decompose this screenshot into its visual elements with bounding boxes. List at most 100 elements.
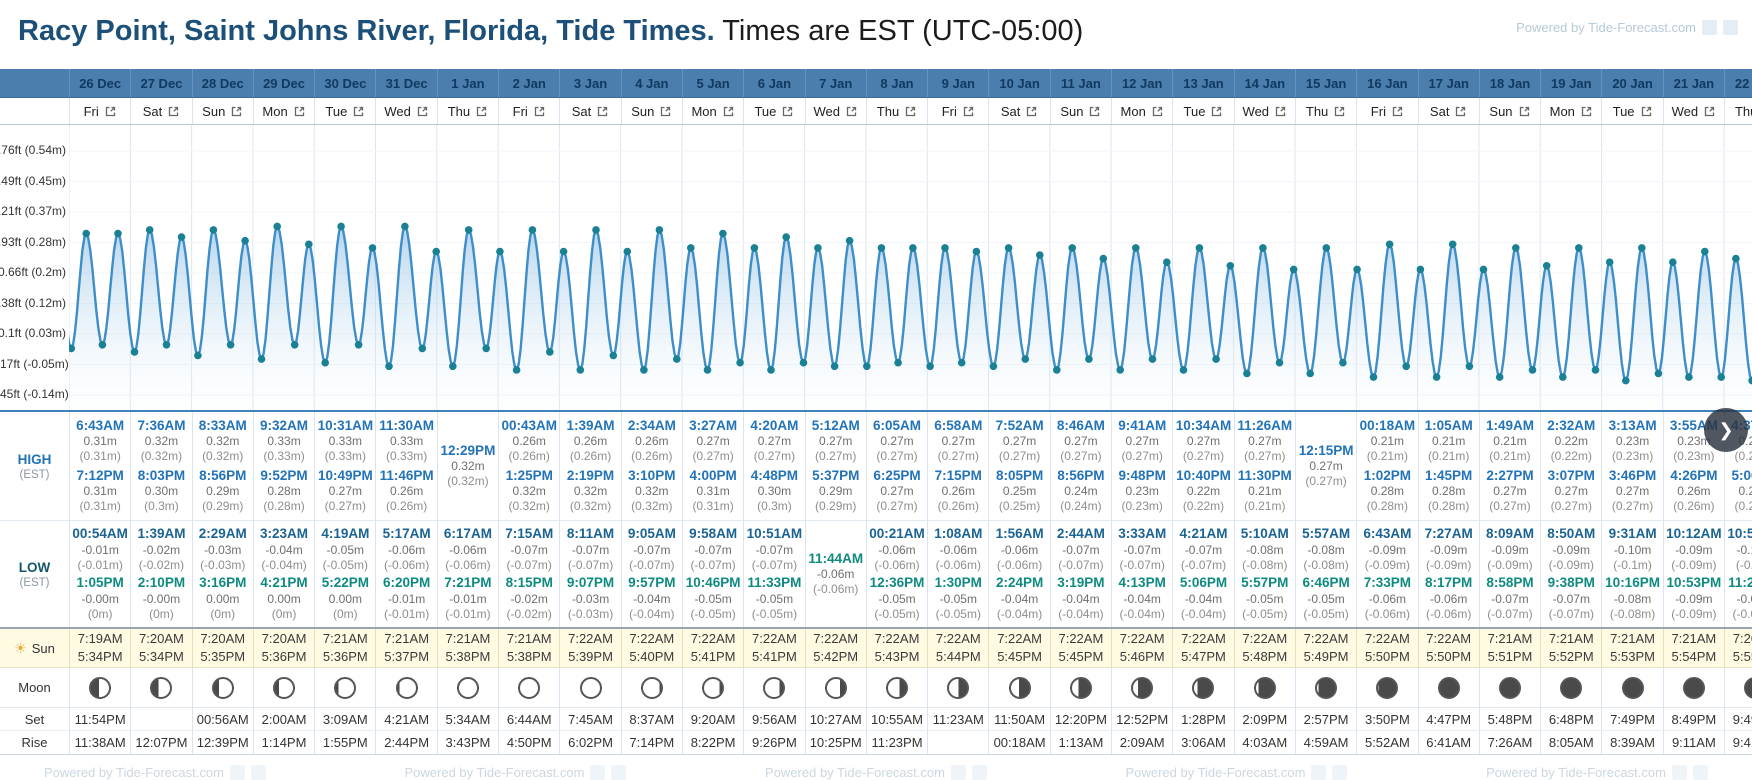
day-cell[interactable]: Wed [1233, 98, 1295, 124]
tide-height-alt: (-0.08m) [1303, 557, 1349, 572]
moonrise-time: 4:50PM [498, 731, 559, 754]
tide-height-alt: (0.27m) [753, 449, 796, 464]
tide-time: 1:39AM [137, 526, 186, 542]
day-cell[interactable]: Sat [1417, 98, 1479, 124]
moon-cell [559, 668, 620, 707]
tide-time: 8:46AM [1056, 417, 1105, 433]
expand-icon [1335, 106, 1345, 116]
day-cell[interactable]: Sat [130, 98, 191, 124]
tide-height-alt: (0.32m) [447, 474, 489, 489]
day-label: Mon [1549, 103, 1575, 119]
tide-time: 4:21PM [260, 575, 308, 591]
moonrise-time: 10:25PM [804, 731, 866, 754]
social-icon[interactable] [1723, 20, 1738, 35]
tide-height-m: 0.32m [451, 459, 485, 474]
low-tide-cell: 3:33AM -0.07m (-0.07m) 4:13PM -0.04m (-0.04m) [1111, 521, 1172, 627]
social-icon[interactable] [590, 764, 606, 780]
sun-cell: 7:21AM 5:54PM [1662, 629, 1724, 667]
day-cell[interactable]: Sat [559, 98, 620, 124]
moonrise-row: Rise 11:38AM 12:07PM 12:39PM 1:14PM 1:55PM 2:… [0, 731, 1752, 755]
day-cell[interactable]: Wed [804, 98, 866, 124]
day-cell[interactable]: Tue [314, 98, 375, 124]
day-cell[interactable]: Thu [865, 98, 927, 124]
tide-height-m: -0.03m [571, 591, 610, 606]
tide-height-alt: (0.27m) [1060, 449, 1102, 464]
sunset-time: 5:48PM [1242, 649, 1288, 664]
low-tide-cell: 10:51AM -0.07m (-0.07m) 11:33PM -0.05m (-0.05… [743, 521, 804, 627]
tide-height-alt: (0.27m) [324, 499, 366, 514]
sunrise-time: 7:21AM [1548, 630, 1594, 646]
tide-entry: 5:06PM0.26m(0.26m) [1725, 468, 1752, 515]
tide-height-alt: (0.22m) [1182, 499, 1225, 514]
social-icon[interactable] [1311, 764, 1327, 780]
day-cell[interactable]: Mon [1540, 98, 1601, 124]
day-cell[interactable]: Tue [743, 98, 804, 124]
sun-cell: 7:22AM 5:49PM [1294, 629, 1356, 667]
day-cell[interactable]: Sun [620, 98, 682, 124]
day-cell[interactable]: Wed [1662, 98, 1724, 124]
social-icon[interactable] [250, 764, 266, 780]
day-cell[interactable]: Thu [436, 98, 498, 124]
tide-height-m: -0.07m [510, 542, 548, 557]
tide-extreme-dot [449, 362, 457, 371]
tide-extreme-dot [145, 226, 154, 234]
moonrise-time: 12:39PM [191, 731, 253, 754]
tide-time: 5:57AM [1302, 526, 1351, 542]
day-cell[interactable]: Tue [1172, 98, 1233, 124]
tide-entry: 8:46AM 0.27m (0.27m) [1051, 418, 1111, 465]
tide-entry: 3:33AM -0.07m (-0.07m) [1112, 526, 1172, 573]
tide-entry: 11:33PM -0.05m (-0.05m) [744, 575, 804, 622]
tide-extreme-dot [1036, 251, 1044, 259]
social-icon[interactable] [1692, 764, 1708, 780]
high-tide-cell: 12:15PM 0.27m (0.27m) [1294, 412, 1356, 520]
day-label: Wed [1671, 103, 1699, 119]
moon-cell [1662, 668, 1724, 707]
day-cell[interactable]: Mon [1111, 98, 1172, 124]
social-icon[interactable] [971, 764, 987, 780]
day-cell[interactable]: Mon [252, 98, 314, 124]
moon-row-gutter: Moon [0, 668, 69, 707]
day-cell[interactable]: Fri [1356, 98, 1417, 124]
day-cell[interactable]: Sun [1478, 98, 1540, 124]
day-cell[interactable]: Fri [69, 98, 130, 124]
day-cell[interactable]: Fri [927, 98, 988, 124]
scroll-right-button[interactable]: ❯ [1704, 408, 1748, 452]
social-icon[interactable] [1332, 764, 1348, 780]
sun-cell: 7:21AM 5:51PM [1478, 629, 1540, 667]
day-cell[interactable]: Sun [1049, 98, 1111, 124]
y-axis-label: 0.1ft (0.03m) [0, 326, 66, 340]
day-cell[interactable]: Sun [191, 98, 253, 124]
sunrise-time: 7:22AM [1364, 630, 1410, 646]
day-cell[interactable]: Thu [1724, 98, 1752, 124]
moonrise-time: 3:43PM [436, 731, 498, 754]
sunrise-time: 7:22AM [1119, 630, 1165, 646]
tide-height-alt: (0.33m) [324, 449, 366, 464]
tide-entry: 3:19PM -0.04m (-0.04m) [1051, 575, 1111, 622]
social-icon[interactable] [229, 764, 245, 780]
social-icon[interactable] [611, 764, 627, 780]
moonrise-time: 9:41AM [1724, 731, 1752, 754]
social-icon[interactable] [950, 764, 966, 780]
day-label: Fri [941, 103, 957, 119]
social-icon[interactable] [1702, 20, 1717, 35]
tide-height-m: -0.09m [1491, 542, 1529, 557]
sun-row-gutter: ☀ Sun [0, 629, 69, 667]
day-cell[interactable]: Wed [375, 98, 436, 124]
day-cell[interactable]: Thu [1294, 98, 1356, 124]
sunset-time: 5:38PM [506, 649, 552, 664]
tide-height-m: 0.33m [389, 434, 424, 449]
moonset-time: 11:50AM [988, 708, 1049, 730]
day-cell[interactable]: Sat [988, 98, 1049, 124]
tide-extreme-dot [69, 344, 76, 353]
tide-height-m: 0.27m [1615, 484, 1650, 499]
social-icon[interactable] [1671, 764, 1687, 780]
tide-entry: 9:05AM -0.07m (-0.07m) [622, 526, 682, 573]
day-cell[interactable]: Mon [681, 98, 743, 124]
day-label: Tue [754, 103, 777, 119]
day-cell[interactable]: Fri [498, 98, 559, 124]
tide-time: 4:26PM [1670, 467, 1718, 483]
day-cell[interactable]: Tue [1601, 98, 1662, 124]
tide-entry: 7:33PM -0.06m (-0.06m) [1357, 575, 1417, 622]
tide-entry: 5:22PM 0.00m (0m) [315, 575, 375, 622]
tide-height-m: 0.29m [819, 484, 853, 499]
